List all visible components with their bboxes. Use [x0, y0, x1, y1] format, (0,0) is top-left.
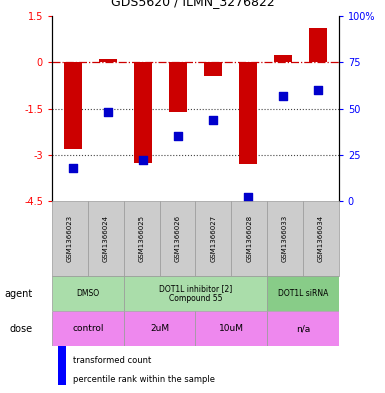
- Bar: [195, 311, 267, 346]
- Text: GSM1366033: GSM1366033: [282, 215, 288, 262]
- Point: [175, 133, 181, 140]
- Bar: [52, 201, 88, 276]
- Bar: [309, 28, 326, 62]
- Bar: [58, 302, 66, 365]
- Text: GSM1366027: GSM1366027: [210, 215, 216, 262]
- Bar: [267, 201, 303, 276]
- Text: 2uM: 2uM: [150, 324, 169, 333]
- Bar: [124, 276, 267, 311]
- Point: [280, 92, 286, 99]
- Text: percentile rank within the sample: percentile rank within the sample: [74, 375, 216, 384]
- Bar: [267, 276, 339, 311]
- Bar: [159, 201, 195, 276]
- Text: GSM1366024: GSM1366024: [103, 215, 109, 262]
- Bar: [267, 311, 339, 346]
- Bar: [124, 201, 159, 276]
- Point: [245, 194, 251, 200]
- Bar: [274, 55, 291, 62]
- Text: GSM1366023: GSM1366023: [67, 215, 73, 262]
- Bar: [239, 62, 256, 164]
- Text: GSM1366026: GSM1366026: [174, 215, 181, 262]
- Text: 10uM: 10uM: [219, 324, 244, 333]
- Point: [140, 157, 146, 163]
- Bar: [195, 201, 231, 276]
- Point: [70, 165, 76, 171]
- Bar: [204, 62, 222, 76]
- Bar: [58, 321, 66, 385]
- Text: DMSO: DMSO: [76, 289, 99, 298]
- Text: transformed count: transformed count: [74, 356, 152, 365]
- Text: DOT1L siRNA: DOT1L siRNA: [278, 289, 328, 298]
- Bar: [99, 59, 117, 62]
- Point: [315, 87, 321, 93]
- Bar: [231, 201, 267, 276]
- Text: GSM1366025: GSM1366025: [139, 215, 145, 262]
- Point: [210, 117, 216, 123]
- Bar: [124, 311, 195, 346]
- Bar: [64, 62, 82, 149]
- Text: GSM1366034: GSM1366034: [318, 215, 324, 262]
- Text: n/a: n/a: [296, 324, 310, 333]
- Bar: [52, 276, 124, 311]
- Bar: [134, 62, 152, 163]
- Text: GDS5620 / ILMN_3276822: GDS5620 / ILMN_3276822: [110, 0, 275, 8]
- Bar: [303, 201, 339, 276]
- Text: dose: dose: [9, 323, 32, 334]
- Bar: [52, 311, 124, 346]
- Text: DOT1L inhibitor [2]
Compound 55: DOT1L inhibitor [2] Compound 55: [159, 284, 232, 303]
- Bar: [169, 62, 187, 112]
- Text: agent: agent: [4, 288, 32, 299]
- Text: GSM1366028: GSM1366028: [246, 215, 252, 262]
- Bar: [88, 201, 124, 276]
- Point: [105, 109, 111, 116]
- Text: control: control: [72, 324, 104, 333]
